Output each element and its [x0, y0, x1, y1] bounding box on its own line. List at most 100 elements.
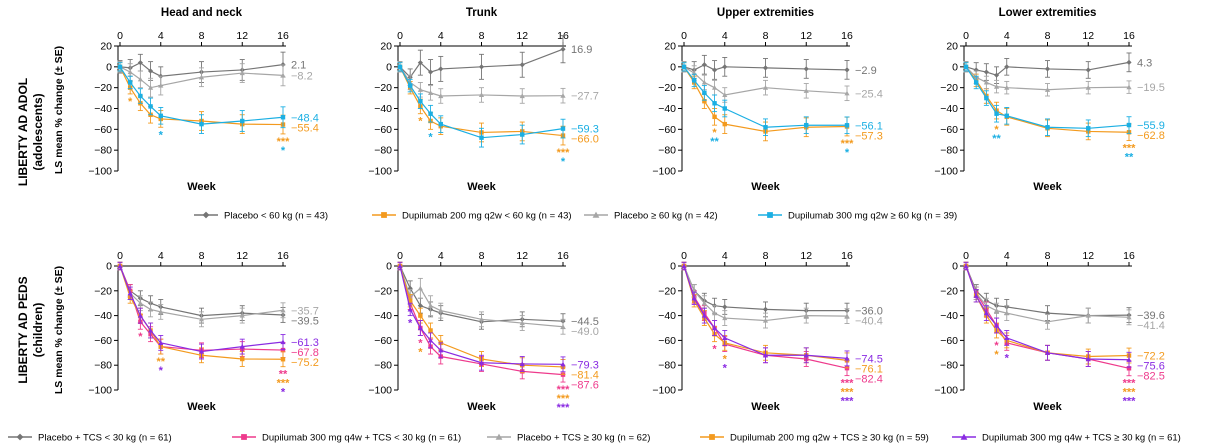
significance-marker: ***	[557, 393, 571, 405]
x-tick-label: 4	[722, 30, 728, 42]
legend-label: Dupilumab 300 mg q4w + TCS ≥ 30 kg (n = …	[982, 433, 1181, 444]
data-point	[963, 263, 969, 269]
y-tick-label: 0	[670, 261, 676, 273]
legend-label: Placebo < 60 kg (n = 43)	[224, 211, 328, 222]
data-point	[722, 106, 727, 111]
data-point	[1126, 84, 1132, 90]
end-value-label: −48.4	[291, 112, 319, 124]
significance-marker: *	[159, 365, 164, 377]
x-tick-label: 12	[516, 250, 528, 262]
data-point	[722, 304, 728, 310]
series-line	[399, 265, 564, 323]
data-point	[702, 90, 707, 96]
end-value-label: −82.5	[1137, 371, 1165, 383]
end-value-label: −76.1	[855, 363, 883, 375]
data-point	[1126, 122, 1132, 128]
data-point	[560, 361, 566, 367]
series-line	[119, 66, 284, 125]
x-tick-label: 8	[763, 250, 769, 262]
data-point	[1085, 67, 1091, 73]
x-tick-label: 12	[1082, 30, 1094, 42]
significance-marker: ***	[841, 138, 855, 150]
data-point	[240, 356, 245, 362]
legend-item: Dupilumab 300 mg q2w ≥ 60 kg (n = 39)	[758, 211, 957, 222]
data-point	[478, 64, 485, 70]
y-tick-label: −100	[934, 385, 958, 397]
x-tick-label: 0	[681, 30, 687, 42]
end-value-label: −39.5	[291, 315, 319, 327]
series-0	[681, 54, 850, 80]
x-tick-label: 8	[1045, 30, 1051, 42]
data-point	[127, 69, 133, 75]
data-point	[280, 347, 286, 353]
x-axis-label: Week	[187, 181, 216, 193]
end-value-label: −36.0	[855, 306, 883, 318]
data-point	[722, 315, 728, 321]
y-tick-label: −80	[658, 145, 676, 157]
significance-marker: **	[710, 136, 719, 148]
legend-item: Placebo ≥ 60 kg (n = 42)	[584, 211, 718, 222]
data-point	[993, 72, 1000, 78]
data-point	[712, 101, 717, 106]
end-value-label: −81.4	[571, 369, 599, 381]
data-point	[1085, 356, 1091, 362]
data-point	[973, 80, 979, 85]
data-point	[844, 313, 850, 319]
panel-7: 0 4 8 12 16 0 −20 −40 −60 −80 −100 Week −39.6−41.4 −7…	[934, 250, 1165, 413]
data-point	[1044, 310, 1051, 316]
data-point	[239, 344, 245, 349]
series-line	[965, 66, 1130, 129]
data-point	[762, 317, 769, 323]
data-point	[138, 93, 143, 99]
y-tick-label: 20	[664, 41, 676, 53]
data-point	[147, 68, 154, 74]
y-axis-label-adol: LS mean % change (± SE)	[53, 46, 65, 174]
x-tick-label: 12	[800, 30, 812, 42]
data-point	[560, 93, 566, 98]
y-tick-label: −80	[940, 145, 958, 157]
data-point	[1126, 366, 1132, 371]
end-value-label: −62.8	[1137, 130, 1165, 142]
panel-title: Lower extremities	[999, 7, 1097, 19]
significance-marker: ***	[557, 147, 571, 159]
data-point	[983, 310, 989, 316]
y-tick-label: −20	[940, 82, 958, 94]
data-point	[560, 126, 566, 131]
y-tick-label: −80	[94, 145, 112, 157]
y-tick-label: 0	[106, 61, 112, 73]
end-value-label: −82.4	[855, 373, 883, 385]
series-line	[683, 265, 848, 359]
data-point	[418, 313, 423, 318]
data-point	[804, 122, 809, 128]
series-line	[119, 66, 284, 126]
data-point	[1126, 357, 1132, 362]
y-tick-label: −80	[658, 360, 676, 372]
significance-marker: *	[281, 145, 286, 157]
end-value-label: −57.3	[855, 130, 883, 142]
significance-marker: ***	[1123, 396, 1137, 408]
panel-5: 0 4 8 12 16 0 −20 −40 −60 −80 −100 Week −44.5−49.0 −7…	[368, 250, 599, 414]
legend-marker	[241, 434, 247, 440]
data-point	[711, 67, 718, 73]
data-point	[1004, 85, 1010, 90]
row-label-adol-line1: LIBERTY AD ADOL	[16, 78, 30, 186]
data-point	[762, 65, 769, 71]
chart-panels: Head and neck 0 4 8 12 16 20 0 −20 −40 −60 −80 −100 W…	[88, 7, 1165, 414]
data-point	[1044, 319, 1051, 324]
data-point	[711, 85, 718, 90]
data-point	[158, 309, 164, 314]
panel-1: Trunk0481216200−20−40−60−80−100Week16.9−…	[368, 7, 599, 193]
data-point	[417, 60, 423, 66]
data-point	[427, 337, 434, 343]
data-point	[681, 64, 687, 70]
data-point	[137, 76, 143, 82]
data-point	[1085, 85, 1091, 90]
data-point	[438, 93, 444, 99]
y-tick-label: 0	[952, 261, 958, 273]
data-point	[428, 111, 433, 116]
x-tick-label: 0	[117, 30, 123, 42]
data-point	[427, 69, 434, 75]
end-value-label: −25.4	[855, 88, 883, 100]
y-tick-label: −80	[94, 360, 112, 372]
data-point	[983, 69, 989, 75]
